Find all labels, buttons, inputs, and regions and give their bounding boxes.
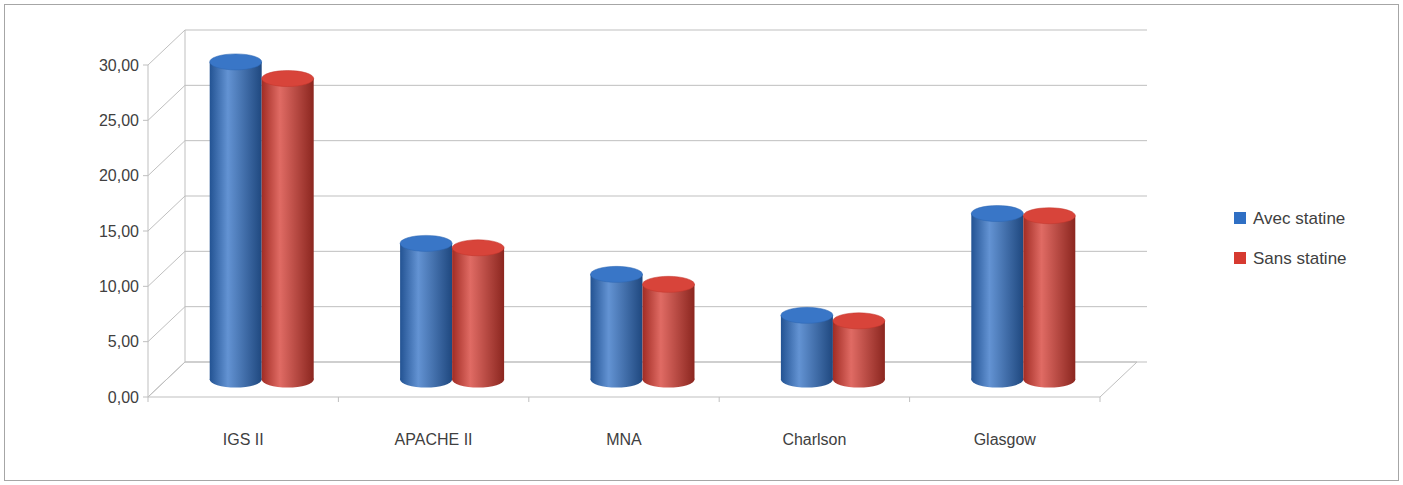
bar bbox=[781, 307, 833, 387]
tick-mark bbox=[143, 286, 148, 287]
legend-label: Avec statine bbox=[1253, 209, 1345, 228]
category-label: IGS II bbox=[223, 431, 264, 448]
bar-top bbox=[591, 266, 643, 282]
category-tick bbox=[338, 397, 339, 402]
tick-label: 30,00 bbox=[99, 57, 139, 74]
bars bbox=[210, 54, 1076, 388]
bar bbox=[210, 54, 262, 388]
tick-mark bbox=[143, 341, 148, 342]
category-label: MNA bbox=[606, 431, 642, 448]
category-tick bbox=[909, 397, 910, 402]
legend-label: Sans statine bbox=[1253, 249, 1347, 268]
bar-body bbox=[833, 321, 885, 380]
category-tick bbox=[148, 397, 149, 402]
bar bbox=[452, 240, 504, 388]
bar bbox=[971, 206, 1023, 388]
category-label: Glasgow bbox=[974, 431, 1037, 448]
chart: 0,00 5,00 10,00 15,00 20,00 25,00 30,00 IGS II A… bbox=[0, 0, 1403, 485]
bar bbox=[643, 276, 695, 387]
tick-mark bbox=[143, 175, 148, 176]
bar-top bbox=[1023, 208, 1075, 224]
tick-label: 15,00 bbox=[99, 223, 139, 240]
tick-label: 20,00 bbox=[99, 167, 139, 184]
bar-top bbox=[833, 313, 885, 329]
bar-body bbox=[400, 243, 452, 379]
bar-body bbox=[781, 315, 833, 379]
bar bbox=[1023, 208, 1075, 388]
bar-top bbox=[210, 54, 262, 70]
bar-body bbox=[643, 284, 695, 379]
bar-body bbox=[1023, 216, 1075, 380]
bar-body bbox=[591, 274, 643, 379]
category-tick bbox=[528, 397, 529, 402]
tick-mark bbox=[143, 231, 148, 232]
bar-top bbox=[781, 307, 833, 323]
bar-top bbox=[400, 235, 452, 251]
x-axis: IGS II APACHE II MNA Charlson Glasgow bbox=[148, 397, 1100, 448]
bar bbox=[833, 313, 885, 388]
bar-top bbox=[971, 206, 1023, 222]
tick-label: 25,00 bbox=[99, 112, 139, 129]
tick-label: 10,00 bbox=[99, 278, 139, 295]
bar-top bbox=[643, 276, 695, 292]
bar bbox=[591, 266, 643, 387]
bar bbox=[262, 70, 314, 387]
category-tick bbox=[1100, 397, 1101, 402]
bar-body bbox=[210, 62, 262, 380]
grid-line bbox=[148, 30, 1147, 65]
y-ticks: 0,00 5,00 10,00 15,00 20,00 25,00 30,00 bbox=[99, 57, 148, 406]
bar-body bbox=[262, 78, 314, 379]
tick-label: 0,00 bbox=[108, 389, 139, 406]
category-tick bbox=[719, 397, 720, 402]
bar-body bbox=[452, 248, 504, 380]
bar bbox=[400, 235, 452, 387]
legend-swatch bbox=[1234, 212, 1246, 224]
tick-label: 5,00 bbox=[108, 333, 139, 350]
category-label: APACHE II bbox=[395, 431, 473, 448]
chart-frame bbox=[5, 5, 1399, 481]
tick-mark bbox=[143, 65, 148, 66]
tick-mark bbox=[143, 397, 148, 398]
legend-swatch bbox=[1234, 252, 1246, 264]
bar-body bbox=[971, 214, 1023, 380]
grid bbox=[148, 30, 1147, 397]
legend: Avec statine Sans statine bbox=[1234, 209, 1347, 268]
tick-mark bbox=[143, 120, 148, 121]
category-label: Charlson bbox=[782, 431, 846, 448]
bar-top bbox=[452, 240, 504, 256]
bar-top bbox=[262, 70, 314, 86]
